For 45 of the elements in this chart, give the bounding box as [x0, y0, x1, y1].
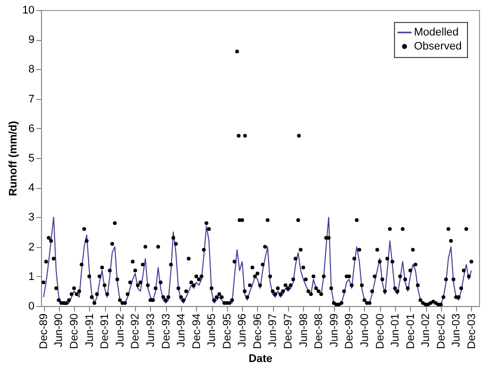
x-tick-label: Dec-97 [282, 314, 295, 349]
y-tick-label: 9 [28, 34, 34, 46]
x-tick-label: Jun-98 [298, 314, 310, 348]
y-tick-label: 3 [28, 212, 34, 224]
y-tick-label: 1 [28, 270, 34, 283]
x-tick-label: Jun-94 [176, 314, 188, 348]
y-tick-label: 6 [28, 122, 34, 135]
y-tick-label: 4 [28, 182, 34, 194]
x-tick-label: Dec-92 [130, 314, 142, 349]
x-tick-label: Jun-91 [84, 314, 96, 348]
y-tick-label: 0 [28, 300, 34, 312]
x-tick-label: Jun-97 [267, 314, 280, 348]
x-tick-label: Jun-93 [144, 314, 157, 348]
x-tick-label: Dec-01 [404, 314, 417, 349]
y-tick-label: 2 [28, 241, 34, 254]
x-tick-label: Dec-03 [466, 314, 478, 349]
x-tick-label: Jun-99 [328, 314, 340, 348]
x-tick-label: Dec-02 [435, 314, 448, 349]
legend-label: Observed [414, 40, 462, 52]
y-tick-label: 8 [28, 64, 34, 76]
x-tick-label: Dec-94 [190, 314, 203, 349]
x-tick-label: Dec-93 [160, 314, 172, 349]
y-tick-label: 5 [28, 152, 34, 164]
x-tick-label: Dec-96 [252, 314, 264, 349]
x-tick-label: Jun-90 [53, 314, 66, 348]
x-tick-label: Dec-00 [374, 314, 386, 349]
x-tick-label: Jun-96 [236, 314, 249, 348]
legend-label: Modelled [414, 26, 459, 38]
x-tick-label: Jun-01 [389, 314, 402, 348]
x-tick-label: Dec-98 [313, 314, 326, 349]
x-axis-title: Date [248, 352, 272, 365]
x-tick-label: Dec-95 [221, 314, 234, 349]
y-tick-label: 10 [22, 4, 34, 16]
x-tick-label: Dec-89 [38, 314, 50, 349]
x-tick-label: Jun-92 [114, 314, 126, 348]
y-axis-title: Runoff (mm/d) [7, 120, 20, 196]
y-tick-label: 7 [28, 93, 34, 106]
x-tick-label: Jun-00 [358, 314, 371, 348]
x-tick-label: Jun-03 [450, 314, 463, 348]
x-tick-label: Dec-91 [99, 314, 112, 349]
x-tick-label: Jun-02 [420, 314, 432, 348]
x-tick-label: Dec-99 [344, 314, 356, 349]
line-series [43, 216, 472, 306]
x-tick-label: Jun-95 [206, 314, 218, 348]
x-tick-label: Dec-90 [68, 314, 81, 349]
